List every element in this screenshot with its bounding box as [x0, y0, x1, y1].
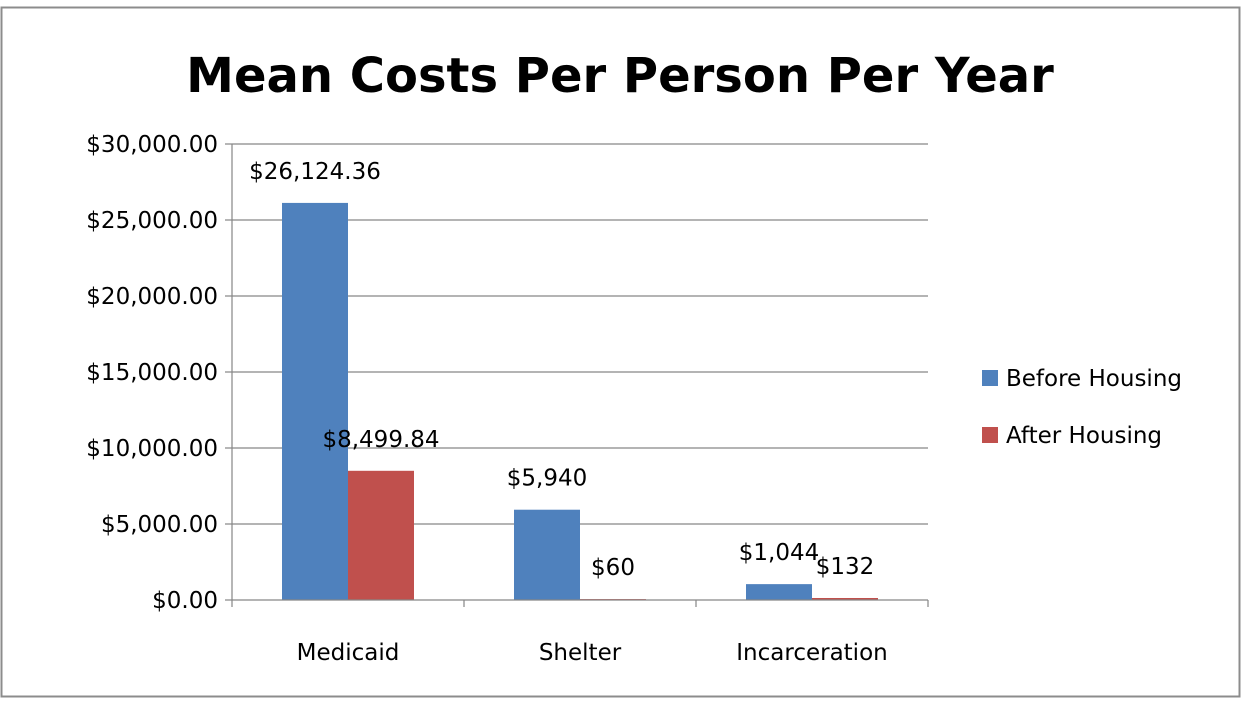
bar-before-housing-shelter: [514, 509, 580, 600]
data-label: $5,940: [507, 466, 587, 492]
x-axis-tick-labels: Medicaid Shelter Incarceration: [297, 640, 888, 666]
data-label: $132: [816, 554, 875, 580]
bar-after-housing-incarceration: [812, 597, 878, 600]
data-label: $60: [591, 555, 635, 581]
legend-swatch: [982, 427, 998, 443]
legend: Before Housing After Housing: [982, 366, 1182, 449]
legend-label: After Housing: [1006, 423, 1162, 449]
bars: [282, 202, 878, 600]
bar-before-housing-incarceration: [746, 584, 812, 600]
x-tick-label: Incarceration: [736, 640, 887, 666]
y-tick-label: $25,000.00: [86, 208, 218, 234]
x-tick-label: Shelter: [539, 640, 622, 666]
legend-label: Before Housing: [1006, 366, 1182, 392]
y-tick-label: $15,000.00: [86, 360, 218, 386]
data-label: $1,044: [739, 540, 819, 566]
x-tick-label: Medicaid: [297, 640, 400, 666]
data-label: $8,499.84: [322, 427, 439, 453]
chart-title: Mean Costs Per Person Per Year: [186, 48, 1054, 104]
y-tick-label: $20,000.00: [86, 284, 218, 310]
y-tick-label: $30,000.00: [86, 132, 218, 158]
axes: [225, 143, 929, 607]
y-axis-tick-labels: $0.00 $5,000.00 $10,000.00 $15,000.00 $20,00…: [86, 132, 218, 614]
y-tick-label: $10,000.00: [86, 436, 218, 462]
y-tick-label: $5,000.00: [101, 512, 218, 538]
data-labels: $26,124.36 $8,499.84 $5,940 $60 $1,044$132: [249, 159, 874, 581]
bar-after-housing-medicaid: [348, 470, 414, 600]
bar-before-housing-medicaid: [282, 202, 348, 600]
legend-swatch: [982, 370, 998, 386]
y-tick-label: $0.00: [152, 588, 218, 614]
chart-border: [0, 6, 1241, 698]
data-label: $26,124.36: [249, 159, 381, 185]
